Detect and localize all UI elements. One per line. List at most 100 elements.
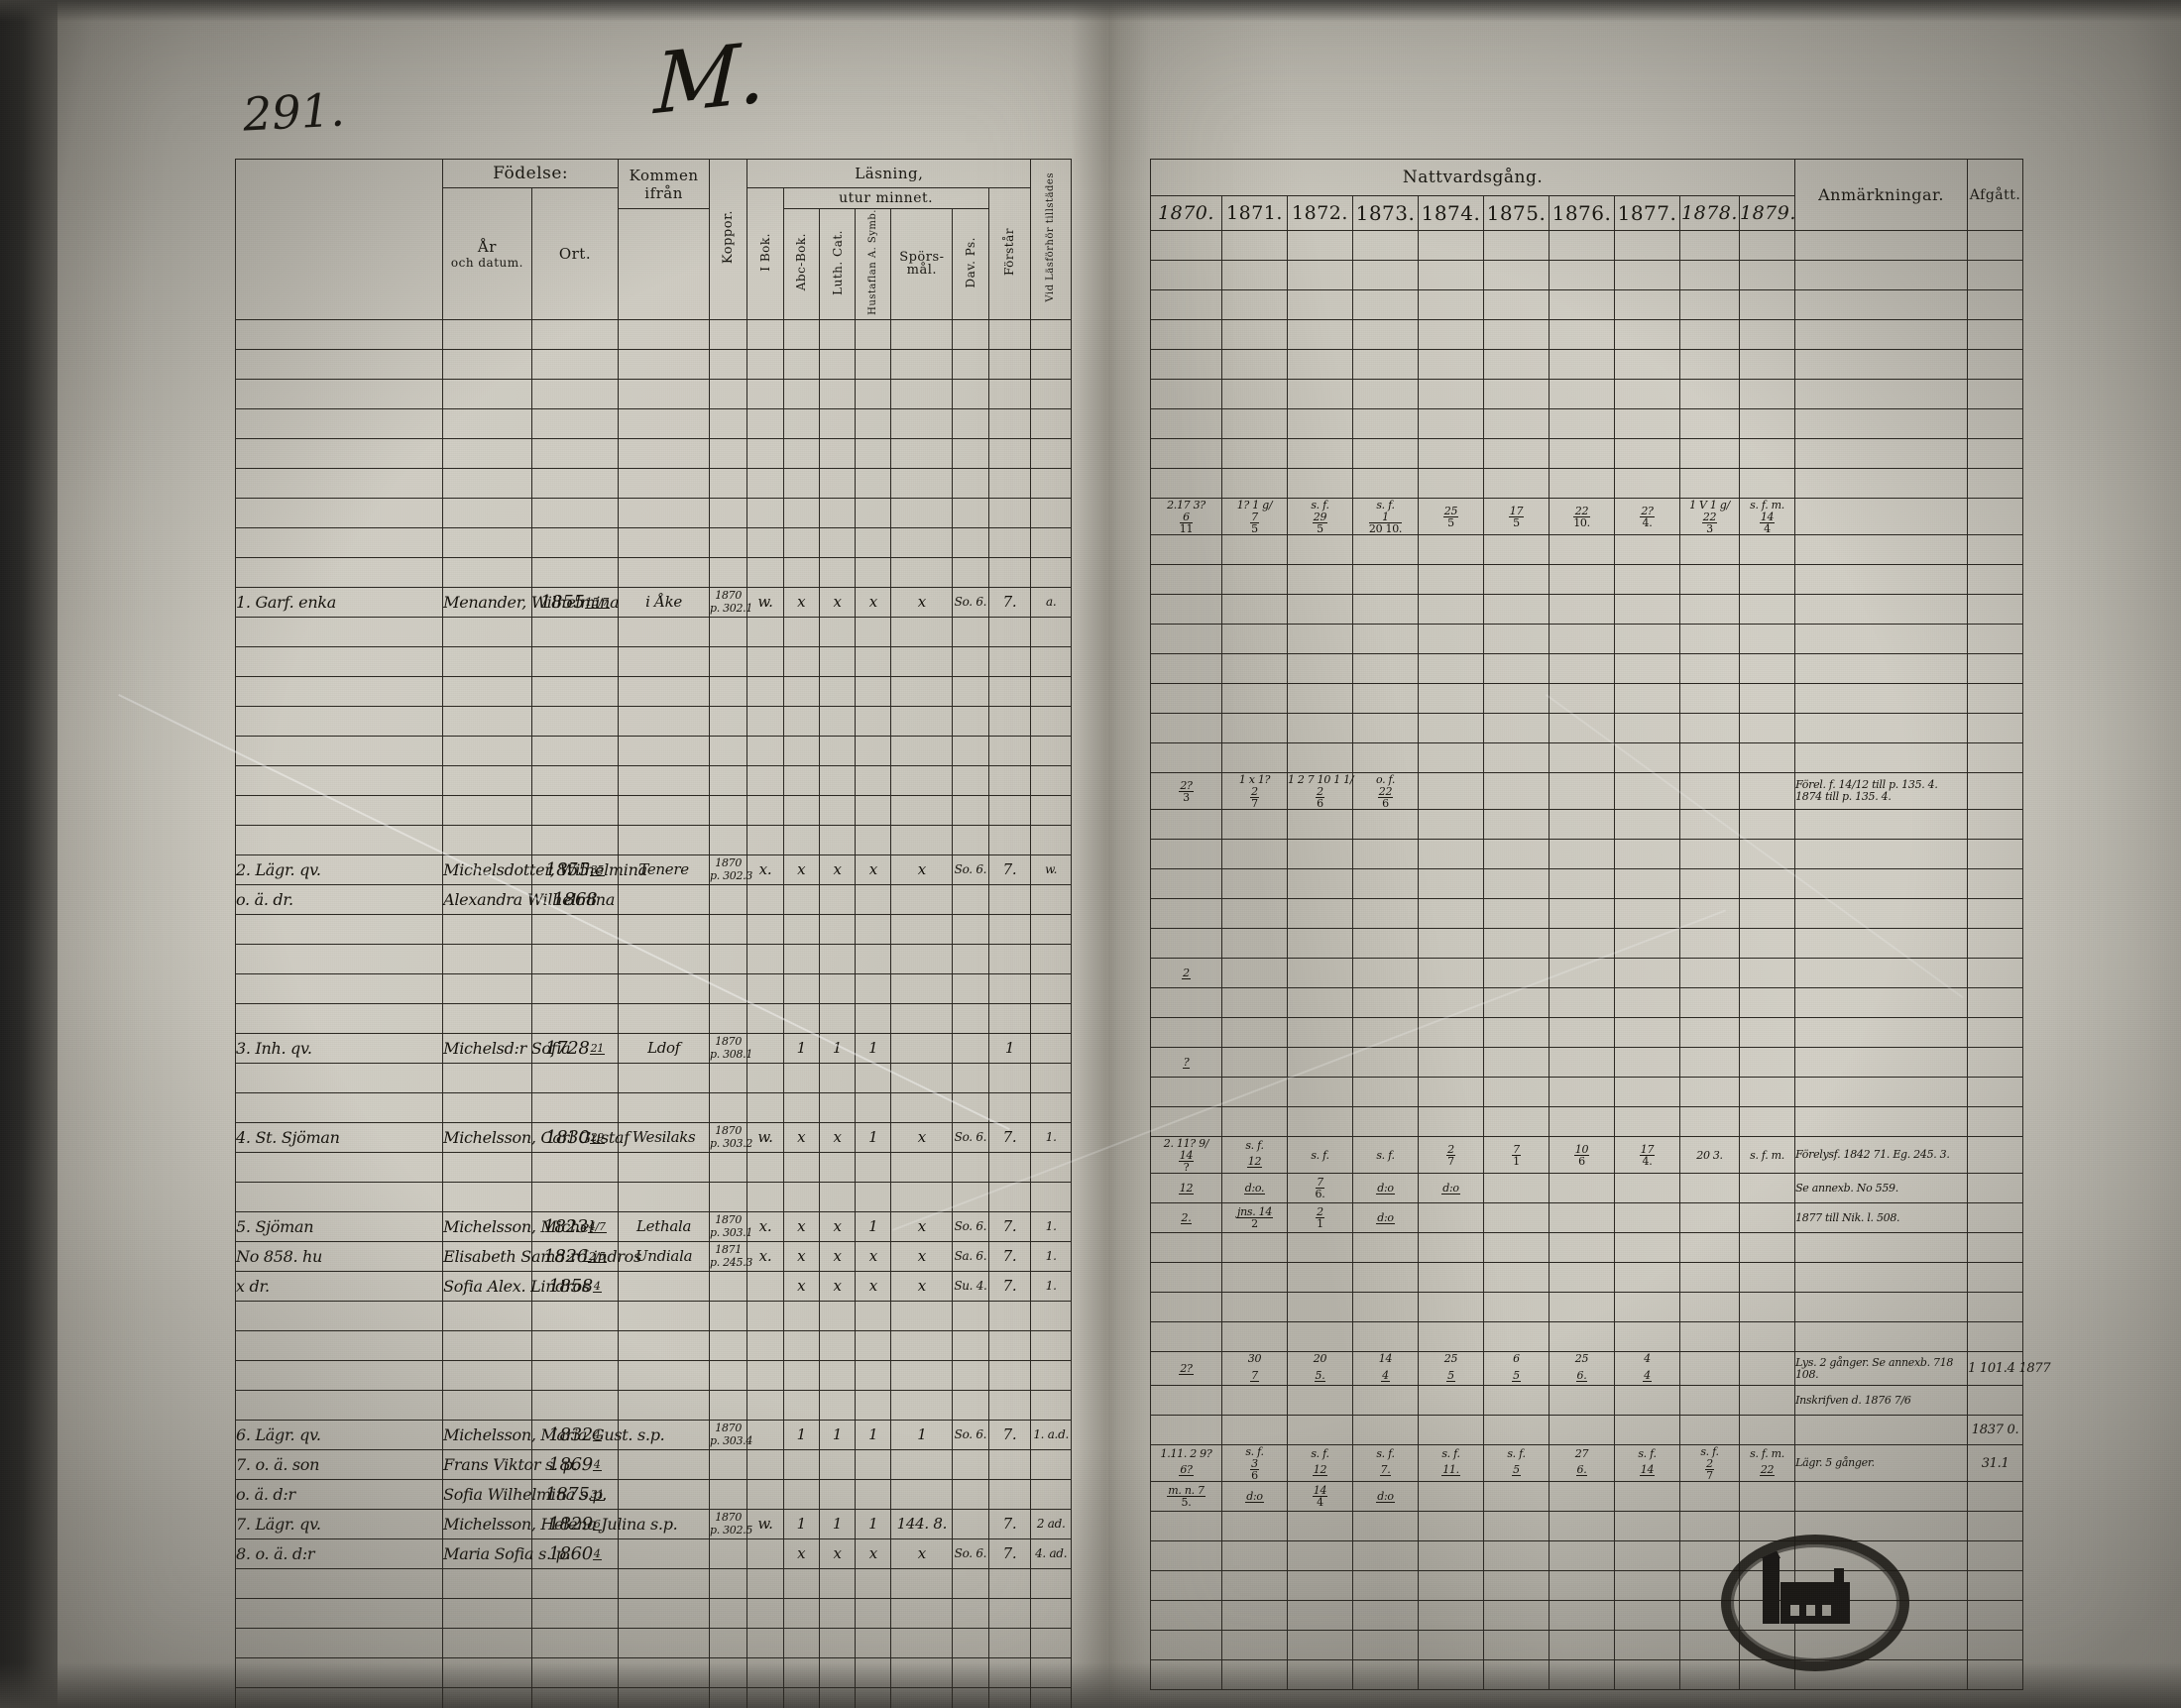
entry-departed xyxy=(1967,260,2024,290)
entry-reading-4 xyxy=(952,1181,989,1212)
entry-communion-4 xyxy=(1418,1202,1484,1233)
entry-remarks xyxy=(1794,1481,1969,1512)
entry-name: Michelsson, Maria Gust. s.p. xyxy=(442,1419,665,1450)
entry-name xyxy=(442,467,532,499)
entry-occupation: 7. Lägr. qv. xyxy=(234,1508,444,1539)
entry-departed xyxy=(1967,1511,2024,1541)
entry-communion-6: 25 6. xyxy=(1549,1351,1615,1386)
entry-name xyxy=(442,705,532,737)
entry-reading-1 xyxy=(818,1478,857,1510)
entry-came-from xyxy=(708,1389,748,1421)
entry-lasforhor xyxy=(1030,824,1072,855)
entry-communion-7 xyxy=(1614,564,1680,595)
entry-smallpox: x. xyxy=(746,1210,784,1242)
entry-communion-8 xyxy=(1679,379,1740,409)
entry-reading-2: x xyxy=(855,854,892,885)
entry-communion-4 xyxy=(1418,534,1484,565)
entry-communion-4 xyxy=(1418,1232,1484,1263)
entry-lasforhor xyxy=(1030,348,1072,380)
entry-reading-0 xyxy=(782,794,820,826)
entry-reading-4: So. 6. xyxy=(952,586,989,618)
entry-communion-8 xyxy=(1679,839,1740,869)
entry-communion-4 xyxy=(1418,958,1484,988)
entry-smallpox xyxy=(746,1329,784,1361)
entry-reading-1 xyxy=(818,467,857,499)
entry-communion-3 xyxy=(1352,928,1419,959)
entry-occupation: x dr. xyxy=(234,1270,444,1302)
entry-communion-3: d:o xyxy=(1352,1173,1419,1203)
entry-communion-2 xyxy=(1287,468,1353,499)
entry-communion-4: d:o xyxy=(1418,1173,1484,1203)
entry-communion-7 xyxy=(1614,653,1680,684)
entry-birth-year: 1858 4 xyxy=(530,1270,620,1302)
entry-reading-1 xyxy=(818,1448,857,1480)
entry-departed xyxy=(1967,1292,2024,1322)
table-row-empty xyxy=(234,764,1072,796)
entry-communion-7 xyxy=(1614,468,1680,499)
table-row-empty xyxy=(1150,230,2024,261)
entry-reading-4 xyxy=(952,1508,989,1539)
entry-communion-6 xyxy=(1549,260,1615,290)
entry-occupation xyxy=(234,794,444,826)
entry-departed xyxy=(1967,379,2024,409)
entry-occupation xyxy=(234,616,444,647)
entry-remarks xyxy=(1794,898,1969,929)
entry-communion-6 xyxy=(1549,683,1615,714)
entry-name xyxy=(442,794,532,826)
entry-remarks xyxy=(1794,928,1969,959)
communion-year-header-4: 1874. xyxy=(1418,195,1484,231)
entry-communion-3: o. f. 22 6 xyxy=(1352,772,1419,810)
entry-departed xyxy=(1967,438,2024,469)
entry-forstar xyxy=(987,1062,1032,1093)
table-row-empty xyxy=(234,735,1072,766)
entry-communion-8 xyxy=(1679,683,1740,714)
entry-communion-7: s. f. 14 xyxy=(1614,1444,1680,1482)
entry-birth-place xyxy=(618,1567,710,1599)
entry-communion-2: 14 4 xyxy=(1287,1481,1353,1512)
entry-lasforhor: w. xyxy=(1030,854,1072,885)
entry-forstar: 1 xyxy=(987,1032,1032,1064)
entry-birth-place xyxy=(618,1181,710,1212)
entry-reading-0 xyxy=(782,883,820,915)
entry-reading-2 xyxy=(855,675,892,707)
entry-communion-9 xyxy=(1738,1202,1796,1233)
entry-reading-1 xyxy=(818,318,857,350)
header-communion-group: Nattvardsgång. xyxy=(1149,159,1796,196)
header-dav-ps: Dav. Ps. xyxy=(952,208,989,320)
entry-communion-1 xyxy=(1221,987,1288,1018)
entry-forstar xyxy=(987,943,1032,974)
entry-communion-0 xyxy=(1150,1630,1222,1660)
entry-reading-0 xyxy=(782,1091,820,1123)
entry-communion-1 xyxy=(1221,683,1288,714)
entry-communion-9 xyxy=(1738,594,1796,625)
entry-smallpox xyxy=(746,1300,784,1331)
entry-departed xyxy=(1967,1106,2024,1137)
entry-birth-year xyxy=(530,1062,620,1093)
entry-reading-2: x xyxy=(855,1240,892,1272)
entry-reading-4 xyxy=(952,1359,989,1391)
entry-communion-3 xyxy=(1352,1570,1419,1601)
table-row: 8. o. ä. d:r Maria Sofia s. p. 1860 4 x x x x So… xyxy=(234,1537,1072,1569)
entry-reading-2 xyxy=(855,735,892,766)
entry-smallpox xyxy=(746,318,784,350)
entry-birth-place xyxy=(618,913,710,945)
entry-reading-2 xyxy=(855,705,892,737)
entry-communion-9 xyxy=(1738,1351,1796,1386)
entry-communion-8 xyxy=(1679,1292,1740,1322)
entry-communion-4 xyxy=(1418,1017,1484,1048)
entry-came-from: 1870 p. 308.1 xyxy=(708,1032,753,1064)
entry-departed xyxy=(1967,987,2024,1018)
table-row-empty xyxy=(1150,928,2024,959)
entry-birth-year xyxy=(530,497,620,528)
entry-communion-7 xyxy=(1614,839,1680,869)
entry-came-from xyxy=(708,1181,748,1212)
entry-communion-0 xyxy=(1150,868,1222,899)
entry-forstar xyxy=(987,764,1032,796)
table-row-empty xyxy=(234,1002,1072,1034)
entry-reading-4: Su. 4. xyxy=(952,1270,989,1302)
entry-reading-2 xyxy=(855,645,892,677)
entry-reading-0: x xyxy=(782,1121,820,1153)
entry-smallpox xyxy=(746,1597,784,1629)
entry-reading-4: So. 6. xyxy=(952,1121,989,1153)
entry-smallpox xyxy=(746,1062,784,1093)
